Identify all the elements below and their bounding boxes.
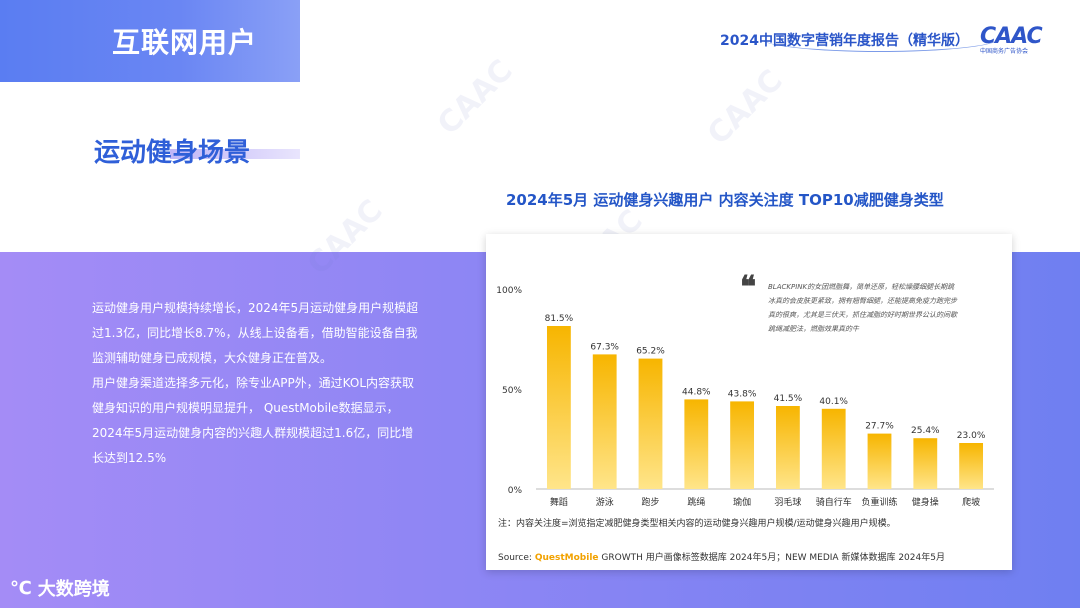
faint-watermark: CAAC xyxy=(430,53,520,142)
category-label: 负重训练 xyxy=(861,496,897,508)
bar-value-label: 67.3% xyxy=(590,342,619,352)
y-tick-label: 50% xyxy=(502,386,522,396)
bar-value-label: 65.2% xyxy=(636,347,665,357)
bar-value-label: 40.1% xyxy=(819,397,848,407)
faint-watermark: CAAC xyxy=(700,63,790,152)
bar-value-label: 41.5% xyxy=(774,394,803,404)
bar xyxy=(684,399,709,489)
chart-card: 0% 50% 100% 81.5% 舞蹈 67.3% 游泳 65.2% 跑步 44.8% 跳绳 43.… xyxy=(486,234,1012,570)
bar-value-label: 81.5% xyxy=(545,314,574,324)
y-tick-label: 100% xyxy=(496,286,522,296)
bar-value-label: 25.4% xyxy=(911,426,940,436)
caac-logo-subtitle: 中国商务广告协会 xyxy=(980,48,1029,55)
body-paragraph: 用户健身渠道选择多元化，除专业APP外，通过KOL内容获取健身知识的用户规模明显… xyxy=(92,376,415,465)
category-label: 羽毛球 xyxy=(774,496,801,508)
bar-value-label: 23.0% xyxy=(957,431,986,441)
category-label: 跑步 xyxy=(641,496,659,508)
category-label: 骑自行车 xyxy=(816,496,852,508)
category-label: 瑜伽 xyxy=(733,496,751,508)
watermark-logo: ℃ 大数跨境 xyxy=(10,575,110,601)
source-rest: GROWTH 用户画像标签数据库 2024年5月；NEW MEDIA 新媒体数据… xyxy=(601,553,945,563)
category-label: 跳绳 xyxy=(687,496,705,508)
category-label: 舞蹈 xyxy=(550,497,568,508)
chart-source: Source: QuestMobile GROWTH 用户画像标签数据库 202… xyxy=(498,550,945,563)
report-title-arc xyxy=(760,24,1000,52)
quote-mark-icon: ❝ xyxy=(740,270,757,305)
body-paragraph: 运动健身用户规模持续增长，2024年5月运动健身用户规模超过1.3亿，同比增长8… xyxy=(92,301,419,365)
chart-note: 注：内容关注度=浏览指定减肥健身类型相关内容的运动健身兴趣用户规模/运动健身兴趣… xyxy=(498,519,896,529)
bar-value-label: 27.7% xyxy=(865,422,894,432)
bar xyxy=(959,443,984,489)
page-title: 互联网用户 xyxy=(112,26,258,59)
bar xyxy=(730,401,755,489)
caac-logo: CAAC 中国商务广告协会 xyxy=(980,24,1050,58)
bar-chart: 0% 50% 100% 81.5% 舞蹈 67.3% 游泳 65.2% 跑步 44.8% 跳绳 43.… xyxy=(496,286,994,508)
bar xyxy=(546,326,571,489)
source-questmobile: QuestMobile xyxy=(534,553,599,563)
bar xyxy=(592,354,617,489)
page-title-tab: 互联网用户 xyxy=(0,0,300,82)
quote-text: BLACKPINK的女团燃脂舞，简单还原，轻松燥腰细腿长期跳冰真的会皮肤更紧致，… xyxy=(768,283,957,333)
bar-value-label: 43.8% xyxy=(728,389,757,399)
category-label: 健身操 xyxy=(912,496,939,508)
source-label: Source: xyxy=(498,553,532,563)
bar xyxy=(913,438,938,489)
bar xyxy=(638,358,663,489)
chart-heading: 2024年5月 运动健身兴趣用户 内容关注度 TOP10减肥健身类型 xyxy=(506,191,944,209)
bar xyxy=(821,408,846,489)
category-label: 爬坡 xyxy=(962,496,980,508)
watermark-text: 大数跨境 xyxy=(37,579,110,600)
bar xyxy=(775,406,800,489)
section-title-underline xyxy=(170,149,300,159)
section-title: 运动健身场景 xyxy=(94,138,251,168)
category-label: 游泳 xyxy=(596,496,614,508)
y-tick-label: 0% xyxy=(508,486,523,496)
brand-logo-icon: ℃ xyxy=(10,577,32,599)
body-text: 运动健身用户规模持续增长，2024年5月运动健身用户规模超过1.3亿，同比增长8… xyxy=(92,296,422,471)
bar-value-label: 44.8% xyxy=(682,387,711,397)
caac-logo-text: CAAC xyxy=(980,24,1043,49)
report-title: 2024中国数字营销年度报告（精华版） xyxy=(720,33,969,49)
bar xyxy=(867,433,892,489)
